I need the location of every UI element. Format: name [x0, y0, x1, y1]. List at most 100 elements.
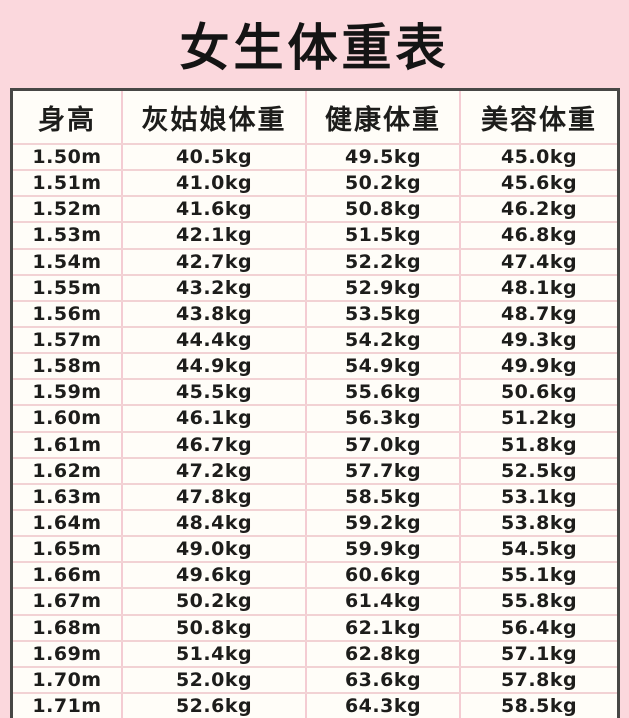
table-row: 1.66m 49.6kg 60.6kg 55.1kg	[13, 561, 617, 588]
table-row: 1.65m 49.0kg 59.9kg 54.5kg	[13, 535, 617, 562]
cell-height: 1.59m	[32, 381, 102, 404]
cell-healthy-weight: 62.1kg	[305, 615, 459, 640]
cell-height: 1.64m	[32, 512, 102, 535]
cell-healthy-weight: 52.9kg	[305, 275, 459, 300]
weight-table: 身高 灰姑娘体重 健康体重 美容体重 1.50m 40.5kg 49.5kg 45.0kg 1…	[10, 88, 620, 718]
cell-beauty-weight: 46.2kg	[459, 197, 617, 222]
cell-beauty-weight: 55.8kg	[459, 589, 617, 614]
cell-cinderella-weight: 42.7kg	[121, 249, 305, 274]
cell-cinderella-weight: 41.0kg	[121, 171, 305, 196]
cell-height: 1.52m	[32, 198, 102, 221]
table-row: 1.55m 43.2kg 52.9kg 48.1kg	[13, 273, 617, 300]
cell-height: 1.55m	[32, 276, 102, 299]
cell-beauty-weight: 45.0kg	[459, 145, 617, 170]
cell-beauty-weight: 46.8kg	[459, 223, 617, 248]
page-title: 女生体重表	[179, 19, 450, 77]
cell-healthy-weight: 50.2kg	[305, 171, 459, 196]
cell-cinderella-weight: 50.2kg	[121, 589, 305, 614]
cell-height: 1.57m	[32, 329, 102, 352]
cell-height: 1.60m	[32, 407, 102, 430]
cell-beauty-weight: 55.1kg	[459, 563, 617, 588]
table-row: 1.59m 45.5kg 55.6kg 50.6kg	[13, 378, 617, 405]
cell-healthy-weight: 54.2kg	[305, 327, 459, 353]
cell-beauty-weight: 45.6kg	[459, 171, 617, 196]
cell-healthy-weight: 63.6kg	[305, 667, 459, 692]
cell-height: 1.53m	[32, 224, 102, 247]
cell-beauty-weight: 47.4kg	[459, 249, 617, 274]
cell-height: 1.63m	[32, 485, 102, 508]
table-row: 1.53m 42.1kg 51.5kg 46.8kg	[13, 221, 617, 248]
cell-healthy-weight: 62.8kg	[305, 641, 459, 666]
cell-beauty-weight: 49.3kg	[459, 327, 617, 353]
cell-cinderella-weight: 42.1kg	[121, 223, 305, 248]
cell-height: 1.62m	[32, 459, 102, 482]
cell-healthy-weight: 57.0kg	[305, 432, 459, 457]
cell-beauty-weight: 54.5kg	[459, 537, 617, 562]
cell-height: 1.69m	[32, 642, 102, 665]
cell-healthy-weight: 55.6kg	[305, 380, 459, 405]
cell-cinderella-weight: 46.1kg	[121, 406, 305, 431]
cell-healthy-weight: 50.8kg	[305, 197, 459, 222]
cell-height: 1.71m	[32, 695, 102, 718]
cell-height: 1.65m	[32, 538, 102, 561]
cell-healthy-weight: 59.9kg	[305, 537, 459, 562]
cell-cinderella-weight: 48.4kg	[121, 510, 305, 536]
cell-cinderella-weight: 41.6kg	[121, 197, 305, 222]
table-row: 1.60m 46.1kg 56.3kg 51.2kg	[13, 404, 617, 431]
table-row: 1.56m 43.8kg 53.5kg 48.7kg	[13, 299, 617, 326]
table-row: 1.52m 41.6kg 50.8kg 46.2kg	[13, 195, 617, 222]
cell-beauty-weight: 53.8kg	[459, 510, 617, 536]
cell-healthy-weight: 60.6kg	[305, 563, 459, 588]
cell-beauty-weight: 58.5kg	[459, 693, 617, 718]
cell-beauty-weight: 53.1kg	[459, 484, 617, 509]
cell-cinderella-weight: 46.7kg	[121, 432, 305, 457]
cell-beauty-weight: 57.1kg	[459, 641, 617, 666]
cell-beauty-weight: 57.8kg	[459, 667, 617, 692]
cell-cinderella-weight: 43.8kg	[121, 301, 305, 326]
cell-healthy-weight: 51.5kg	[305, 223, 459, 248]
table-row: 1.57m 44.4kg 54.2kg 49.3kg	[13, 325, 617, 353]
cell-cinderella-weight: 52.0kg	[121, 667, 305, 692]
cell-beauty-weight: 48.7kg	[459, 301, 617, 326]
cell-cinderella-weight: 45.5kg	[121, 380, 305, 405]
table-row: 1.51m 41.0kg 50.2kg 45.6kg	[13, 169, 617, 196]
cell-height: 1.54m	[32, 250, 102, 273]
table-row: 1.54m 42.7kg 52.2kg 47.4kg	[13, 247, 617, 274]
cell-healthy-weight: 53.5kg	[305, 301, 459, 326]
cell-height: 1.67m	[32, 590, 102, 613]
cell-cinderella-weight: 49.6kg	[121, 563, 305, 588]
cell-cinderella-weight: 50.8kg	[121, 615, 305, 640]
cell-healthy-weight: 52.2kg	[305, 249, 459, 274]
cell-healthy-weight: 61.4kg	[305, 589, 459, 614]
table-row: 1.64m 48.4kg 59.2kg 53.8kg	[13, 508, 617, 536]
cell-cinderella-weight: 40.5kg	[121, 145, 305, 170]
column-header: 身高	[38, 104, 96, 136]
cell-beauty-weight: 51.2kg	[459, 406, 617, 431]
cell-healthy-weight: 54.9kg	[305, 354, 459, 379]
cell-height: 1.56m	[32, 302, 102, 325]
cell-healthy-weight: 57.7kg	[305, 458, 459, 483]
cell-height: 1.58m	[32, 355, 102, 378]
table-row: 1.61m 46.7kg 57.0kg 51.8kg	[13, 430, 617, 457]
cell-healthy-weight: 56.3kg	[305, 406, 459, 431]
cell-cinderella-weight: 44.9kg	[121, 354, 305, 379]
cell-cinderella-weight: 52.6kg	[121, 693, 305, 718]
cell-height: 1.68m	[32, 616, 102, 639]
cell-cinderella-weight: 44.4kg	[121, 327, 305, 353]
table-row: 1.67m 50.2kg 61.4kg 55.8kg	[13, 587, 617, 614]
table-row: 1.62m 47.2kg 57.7kg 52.5kg	[13, 456, 617, 483]
cell-cinderella-weight: 47.8kg	[121, 484, 305, 509]
table-row: 1.71m 52.6kg 64.3kg 58.5kg	[13, 691, 617, 718]
table-row: 1.68m 50.8kg 62.1kg 56.4kg	[13, 613, 617, 640]
column-header: 美容体重	[459, 91, 617, 143]
cell-height: 1.66m	[32, 564, 102, 587]
column-header: 健康体重	[305, 91, 459, 143]
table-row: 1.70m 52.0kg 63.6kg 57.8kg	[13, 665, 617, 692]
cell-healthy-weight: 49.5kg	[305, 145, 459, 170]
table-row: 1.69m 51.4kg 62.8kg 57.1kg	[13, 639, 617, 666]
table-body: 1.50m 40.5kg 49.5kg 45.0kg 1.51m 41.0kg 50.2kg…	[13, 143, 617, 718]
cell-beauty-weight: 48.1kg	[459, 275, 617, 300]
cell-beauty-weight: 56.4kg	[459, 615, 617, 640]
cell-height: 1.51m	[32, 172, 102, 195]
column-header: 灰姑娘体重	[121, 91, 305, 143]
